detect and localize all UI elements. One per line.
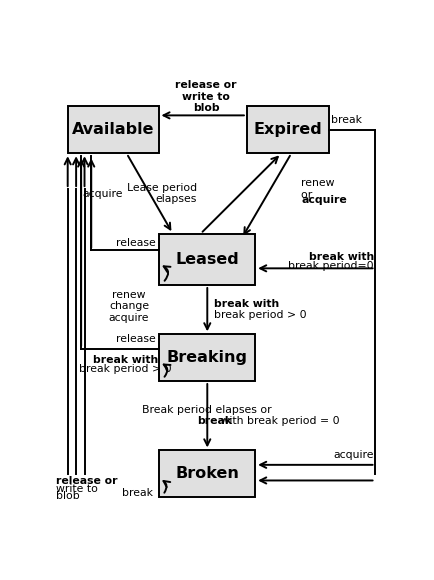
Text: Lease period
elapses: Lease period elapses bbox=[127, 183, 197, 204]
Text: release or
write to
blob: release or write to blob bbox=[175, 80, 237, 113]
Text: write to: write to bbox=[56, 484, 98, 494]
Text: release: release bbox=[116, 334, 156, 345]
Text: blob: blob bbox=[56, 491, 80, 501]
Text: Break period elapses or: Break period elapses or bbox=[142, 405, 272, 415]
Text: break period=0: break period=0 bbox=[288, 260, 374, 271]
FancyArrowPatch shape bbox=[164, 481, 170, 493]
FancyBboxPatch shape bbox=[247, 107, 329, 153]
FancyBboxPatch shape bbox=[159, 334, 255, 381]
FancyBboxPatch shape bbox=[68, 107, 158, 153]
Text: Leased: Leased bbox=[175, 252, 239, 267]
Text: break: break bbox=[197, 416, 232, 426]
Text: acquire: acquire bbox=[333, 451, 374, 461]
Text: acquire: acquire bbox=[83, 188, 123, 198]
Text: break: break bbox=[122, 488, 153, 498]
FancyArrowPatch shape bbox=[164, 364, 171, 377]
FancyBboxPatch shape bbox=[159, 234, 255, 285]
Text: Broken: Broken bbox=[175, 466, 239, 481]
Text: break with: break with bbox=[93, 355, 158, 365]
Text: break period > 0: break period > 0 bbox=[79, 364, 172, 374]
FancyArrowPatch shape bbox=[204, 288, 210, 329]
FancyArrowPatch shape bbox=[244, 156, 290, 234]
FancyBboxPatch shape bbox=[159, 450, 255, 497]
Text: break period > 0: break period > 0 bbox=[214, 310, 307, 320]
Text: acquire: acquire bbox=[302, 195, 347, 205]
Text: break: break bbox=[331, 115, 362, 125]
Text: release: release bbox=[116, 238, 156, 248]
Text: break with: break with bbox=[309, 252, 374, 262]
Text: break with: break with bbox=[214, 299, 279, 309]
Text: with break period = 0: with break period = 0 bbox=[217, 416, 340, 426]
Text: Breaking: Breaking bbox=[167, 350, 248, 365]
Text: Available: Available bbox=[72, 122, 155, 137]
FancyArrowPatch shape bbox=[128, 156, 171, 230]
Text: renew
change
acquire: renew change acquire bbox=[109, 289, 149, 322]
FancyArrowPatch shape bbox=[203, 157, 278, 232]
Text: release or: release or bbox=[56, 476, 118, 486]
FancyArrowPatch shape bbox=[204, 384, 210, 445]
Text: Expired: Expired bbox=[253, 122, 322, 137]
Text: renew
or: renew or bbox=[302, 178, 335, 200]
FancyArrowPatch shape bbox=[164, 266, 171, 281]
FancyArrowPatch shape bbox=[164, 113, 244, 118]
